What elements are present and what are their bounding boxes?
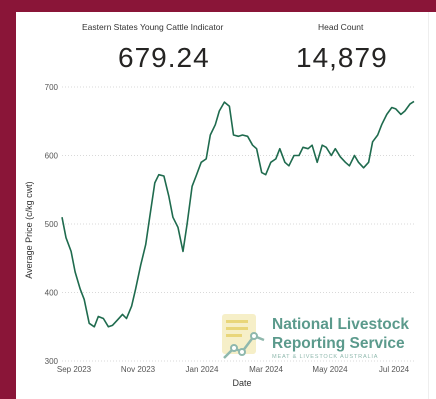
price-line-chart: 300 400 500 600 700 Sep 2023 Nov 2023 Jan 2024…: [24, 83, 416, 388]
x-tick-labels: Sep 2023 Nov 2023 Jan 2024 Mar 2024 May 2024…: [57, 365, 410, 374]
y-tick-label: 500: [45, 220, 59, 229]
nlrs-logo: National Livestock Reporting Service MEA…: [222, 314, 409, 360]
frame-right-edge: [428, 12, 436, 399]
y-tick-labels: 300 400 500 600 700: [45, 83, 59, 366]
frame-left-border: [0, 0, 16, 399]
x-tick-label: Nov 2023: [121, 365, 156, 374]
y-tick-label: 700: [45, 83, 59, 92]
logo-chart-icon: [222, 314, 265, 359]
x-axis-title: Date: [232, 378, 251, 388]
logo-title-line2: Reporting Service: [272, 335, 405, 352]
y-tick-label: 600: [45, 152, 59, 161]
kpi-headcount-label: Head Count: [318, 22, 364, 32]
x-tick-label: Jan 2024: [186, 365, 219, 374]
y-axis-title: Average Price (c/kg cwt): [24, 181, 34, 278]
kpi-headcount-value: 14,879: [296, 42, 388, 73]
kpi-indicator-value: 679.24: [118, 42, 210, 73]
x-tick-label: Sep 2023: [57, 365, 92, 374]
logo-title-line1: National Livestock: [272, 316, 409, 333]
gridlines: [62, 86, 416, 362]
y-tick-label: 400: [45, 289, 59, 298]
x-tick-label: May 2024: [312, 365, 348, 374]
logo-subtitle: MEAT & LIVESTOCK AUSTRALIA: [272, 354, 378, 360]
frame-top-border: [0, 0, 436, 12]
x-tick-label: Jul 2024: [379, 365, 410, 374]
dashboard-card: Eastern States Young Cattle Indicator 67…: [16, 12, 428, 399]
series-line: [61, 100, 415, 328]
x-tick-label: Mar 2024: [249, 365, 283, 374]
kpi-indicator-label: Eastern States Young Cattle Indicator: [82, 22, 224, 32]
y-tick-label: 300: [45, 357, 59, 366]
